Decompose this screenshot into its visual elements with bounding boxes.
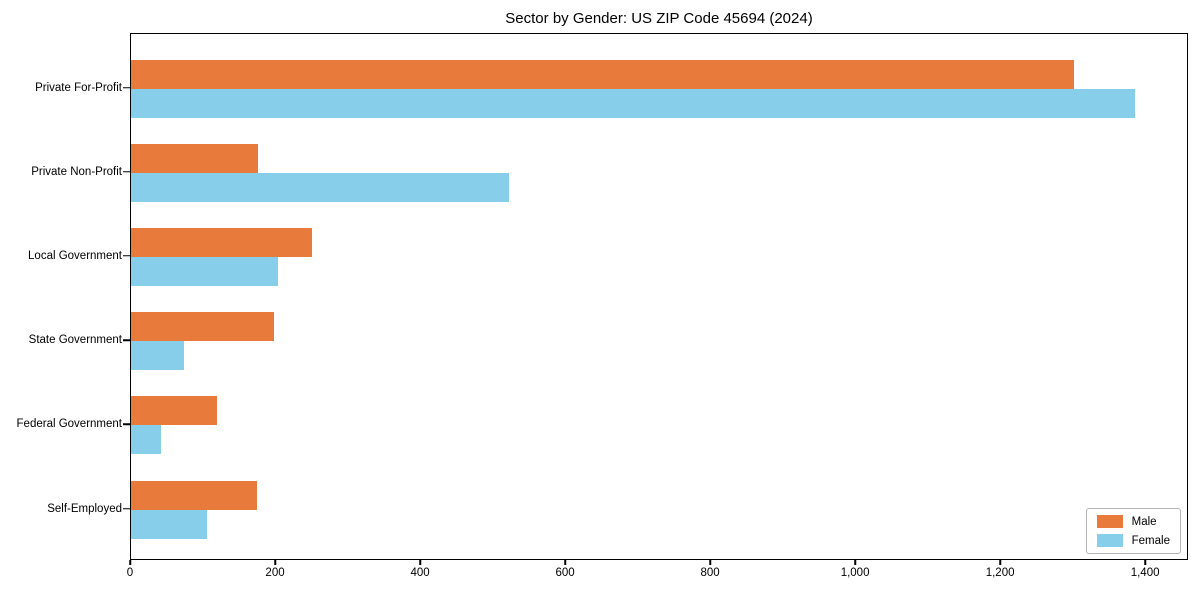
bar-female-5 [131,425,161,455]
legend: Male Female [1085,508,1181,554]
plot-area [130,33,1188,560]
bar-male-6 [131,480,258,510]
bar-male-3 [131,227,313,257]
x-axis-tick [564,560,566,565]
x-axis-tick-label: 1,000 [840,567,870,579]
bar-female-4 [131,341,184,371]
bar-female-3 [131,256,279,286]
y-axis-tick [123,86,130,89]
legend-swatch-female [1096,534,1123,547]
legend-swatch-male [1096,515,1123,528]
x-axis-tick [274,560,276,565]
chart-title: Sector by Gender: US ZIP Code 45694 (202… [505,10,813,27]
x-axis-tick-label: 400 [410,567,430,579]
y-axis-tick [123,339,130,341]
x-axis-tick [129,560,131,565]
bar-male-4 [131,312,274,342]
y-axis-label: Private Non-Profit [31,165,122,178]
legend-label-male: Male [1131,515,1157,528]
legend-label-female: Female [1131,534,1170,547]
y-axis-tick [123,423,130,426]
y-axis-label: Local Government [28,249,122,262]
y-axis-label: Private For-Profit [35,81,122,94]
legend-item-male: Male [1096,515,1170,528]
x-axis-tick [854,560,856,565]
legend-item-female: Female [1096,534,1170,547]
y-axis-tick [123,255,130,257]
y-axis-tick [123,170,130,173]
bar-female-2 [131,172,510,202]
y-axis-label: Self-Employed [47,502,122,515]
x-axis-tick-label: 800 [700,567,720,579]
y-axis-label: State Government [28,334,122,347]
x-axis-tick [999,560,1001,565]
y-axis-tick [123,507,130,510]
bar-male-2 [131,143,258,173]
bar-female-6 [131,509,208,539]
x-axis-tick-label: 600 [555,567,575,579]
bar-female-1 [131,88,1136,118]
y-axis-label: Federal Government [16,418,122,431]
bar-male-5 [131,396,218,426]
x-axis-tick [419,560,421,565]
x-axis-tick [709,560,711,565]
x-axis-tick-label: 1,200 [985,567,1015,579]
x-axis-tick-label: 1,400 [1130,567,1160,579]
x-axis-tick [1144,560,1146,565]
bar-male-1 [131,59,1074,89]
x-axis-tick-label: 0 [126,567,134,579]
x-axis-tick-label: 200 [265,567,285,579]
